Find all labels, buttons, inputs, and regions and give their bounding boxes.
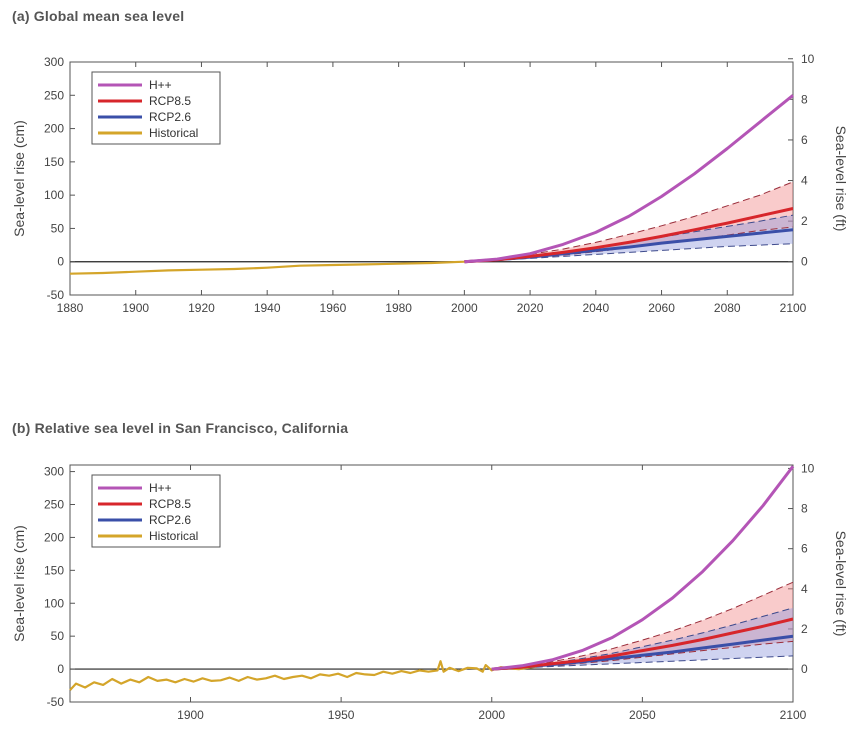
legend-label-2-a: RCP2.6 — [149, 110, 191, 124]
y-tick-label--50: -50 — [47, 288, 65, 302]
y-right-tick-label-8: 8 — [801, 92, 808, 106]
band-rcp26-a — [464, 215, 793, 262]
y-tick-label-0: 0 — [57, 662, 64, 676]
y-right-tick-label-2: 2 — [801, 214, 808, 228]
x-tick-label-1920: 1920 — [188, 301, 215, 315]
x-tick-label-1900: 1900 — [177, 708, 204, 722]
panel-a-title: (a) Global mean sea level — [12, 8, 185, 24]
y-tick-label--50: -50 — [47, 695, 65, 709]
panel-b-title: (b) Relative sea level in San Francisco,… — [12, 420, 349, 436]
legend-label-0-b: H++ — [149, 481, 172, 495]
y-tick-label-0: 0 — [57, 255, 64, 269]
legend-label-1-b: RCP8.5 — [149, 497, 191, 511]
x-tick-label-2100: 2100 — [780, 708, 807, 722]
y-right-tick-label-6: 6 — [801, 133, 808, 147]
x-tick-label-2080: 2080 — [714, 301, 741, 315]
y-right-tick-label-4: 4 — [801, 174, 808, 188]
y-right-tick-label-6: 6 — [801, 542, 808, 556]
y-tick-label-300: 300 — [44, 465, 64, 479]
y-tick-label-250: 250 — [44, 88, 64, 102]
x-tick-label-2100: 2100 — [780, 301, 807, 315]
x-tick-label-1950: 1950 — [328, 708, 355, 722]
legend-label-2-b: RCP2.6 — [149, 513, 191, 527]
x-tick-label-2040: 2040 — [582, 301, 609, 315]
chart-a: 1880 1900 1920 1940 1960 1980 2000 2020 2040 2060… — [11, 52, 849, 315]
y-axis-title-b: Sea-level rise (cm) — [11, 525, 27, 642]
x-tick-label-2000: 2000 — [451, 301, 478, 315]
y-right-tick-label-8: 8 — [801, 502, 808, 516]
band-lower-rcp26-b — [491, 655, 794, 670]
y-axis-title-a: Sea-level rise (cm) — [11, 120, 27, 237]
legend-label-1-a: RCP8.5 — [149, 94, 191, 108]
y-tick-label-150: 150 — [44, 563, 64, 577]
y-tick-label-250: 250 — [44, 498, 64, 512]
series-line-historical-b — [69, 660, 538, 691]
y-right-tick-label-0: 0 — [801, 662, 808, 676]
y-tick-label-100: 100 — [44, 188, 64, 202]
series-line-h-a — [464, 94, 794, 264]
y-axis-right-title-b: Sea-level rise (ft) — [833, 531, 849, 637]
y-tick-label-50: 50 — [51, 629, 65, 643]
y-tick-label-200: 200 — [44, 530, 64, 544]
plot-frame-a — [69, 61, 794, 296]
y-tick-label-300: 300 — [44, 55, 64, 69]
x-tick-label-2050: 2050 — [629, 708, 656, 722]
y-right-tick-label-4: 4 — [801, 582, 808, 596]
x-tick-label-1880: 1880 — [57, 301, 84, 315]
x-tick-label-2020: 2020 — [517, 301, 544, 315]
x-tick-label-1960: 1960 — [320, 301, 347, 315]
legend-label-3-b: Historical — [149, 529, 198, 543]
x-tick-label-2000: 2000 — [478, 708, 505, 722]
series-line-rcp85-b — [491, 617, 794, 671]
y-tick-label-200: 200 — [44, 122, 64, 136]
y-right-tick-label-0: 0 — [801, 255, 808, 269]
band-rcp26-b — [491, 607, 793, 670]
y-tick-label-150: 150 — [44, 155, 64, 169]
plot-frame-b — [69, 464, 794, 703]
x-tick-label-1980: 1980 — [385, 301, 412, 315]
y-right-tick-label-10: 10 — [801, 52, 815, 66]
y-tick-label-100: 100 — [44, 596, 64, 610]
x-tick-label-1900: 1900 — [122, 301, 149, 315]
y-axis-right-title-a: Sea-level rise (ft) — [833, 126, 849, 232]
legend-label-0-a: H++ — [149, 78, 172, 92]
series-line-h-b — [491, 465, 795, 671]
y-right-tick-label-10: 10 — [801, 461, 815, 475]
x-tick-label-1940: 1940 — [254, 301, 281, 315]
y-tick-label-50: 50 — [51, 221, 65, 235]
x-tick-label-2060: 2060 — [648, 301, 675, 315]
legend-label-3-a: Historical — [149, 126, 198, 140]
y-right-tick-label-2: 2 — [801, 622, 808, 636]
series-line-rcp85-a — [464, 207, 794, 264]
band-lower-rcp85-a — [464, 226, 794, 263]
